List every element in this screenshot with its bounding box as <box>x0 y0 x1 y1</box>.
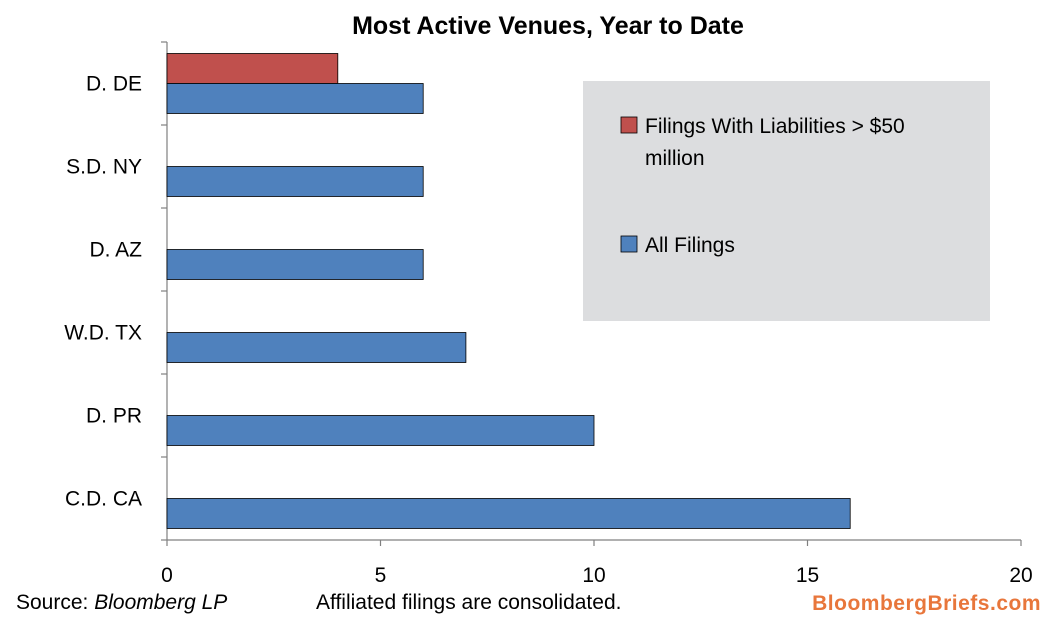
category-label: W.D. TX <box>64 322 142 345</box>
x-tick-label: 15 <box>796 564 819 587</box>
tick-labels: 0 5 10 15 20 <box>161 564 1033 587</box>
bar-liabilities <box>166 53 339 84</box>
legend-label-all-filings: All Filings <box>645 234 735 257</box>
category-label: D. PR <box>86 405 142 428</box>
source-label: Source: <box>16 591 89 614</box>
category-labels: D. DE S.D. NY D. AZ W.D. TX D. PR C.D. CA <box>64 73 142 511</box>
bar-all-filings <box>166 332 467 363</box>
bar-all-filings <box>166 415 595 446</box>
bars <box>166 53 851 529</box>
bar-all-filings <box>166 166 424 197</box>
category-label: D. AZ <box>89 239 142 262</box>
category-label: C.D. CA <box>65 488 142 511</box>
x-tick-label: 20 <box>1009 564 1032 587</box>
bar-all-filings <box>166 498 851 529</box>
legend-box <box>583 81 990 321</box>
legend-label-liabilities: Filings With Liabilities > $50 million <box>645 115 905 170</box>
legend-swatch-liabilities <box>620 116 638 134</box>
brand-logo: BloombergBriefs.com <box>812 592 1041 615</box>
category-label: S.D. NY <box>66 156 142 179</box>
category-label: D. DE <box>86 73 142 96</box>
source-line: Source: Bloomberg LP <box>16 591 227 615</box>
bar-all-filings <box>166 83 424 114</box>
legend: Filings With Liabilities > $50 million All… <box>583 81 990 321</box>
chart-title: Most Active Venues, Year to Date <box>352 12 744 40</box>
legend-swatch-all-filings <box>620 235 638 253</box>
x-tick-label: 5 <box>375 564 387 587</box>
source-name: Bloomberg LP <box>94 591 228 614</box>
x-tick-label: 10 <box>582 564 605 587</box>
x-tick-label: 0 <box>161 564 173 587</box>
footnote: Affiliated filings are consolidated. <box>316 591 622 614</box>
axes <box>161 41 1022 546</box>
bar-all-filings <box>166 249 424 280</box>
